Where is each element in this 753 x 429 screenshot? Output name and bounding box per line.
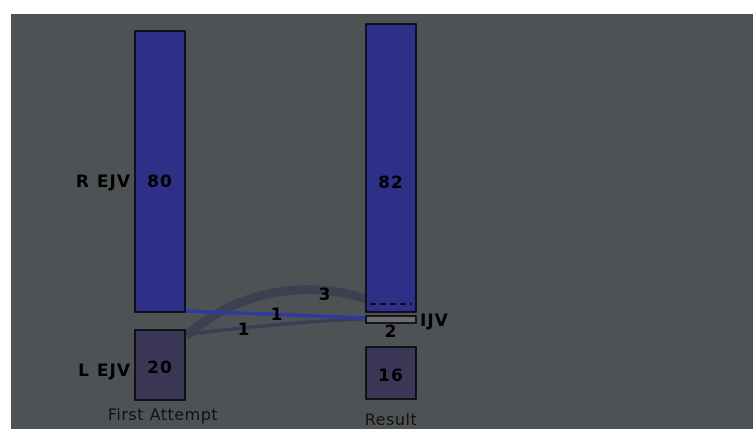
label-result-ijv: IJV (420, 311, 449, 331)
node-result-r-ejv (365, 23, 417, 313)
label-first-l-ejv: L EJV (78, 361, 131, 381)
value-result-ijv: 2 (385, 322, 398, 342)
flow-value-l-ejv-to-ijv: 1 (238, 320, 251, 340)
flow-value-l-ejv-to-r-ejv: 3 (319, 285, 332, 305)
flow-value-r-ejv-to-ijv: 1 (271, 305, 284, 325)
flow-l-ejv-to-ijv (185, 317, 367, 336)
value-result-l-ejv: 16 (378, 366, 404, 386)
value-first-r-ejv: 80 (147, 172, 173, 192)
node-result-ijv (365, 315, 417, 324)
node-first-r-ejv (134, 30, 186, 313)
column-label-first-attempt: First Attempt (108, 405, 218, 424)
value-result-r-ejv: 82 (378, 173, 404, 193)
column-label-result: Result (365, 410, 417, 429)
node-result-l-ejv (365, 346, 417, 400)
value-first-l-ejv: 20 (147, 358, 173, 378)
node-first-l-ejv (134, 329, 186, 401)
label-first-r-ejv: R EJV (76, 172, 131, 192)
flow-r-ejv-to-ijv (185, 309, 367, 320)
